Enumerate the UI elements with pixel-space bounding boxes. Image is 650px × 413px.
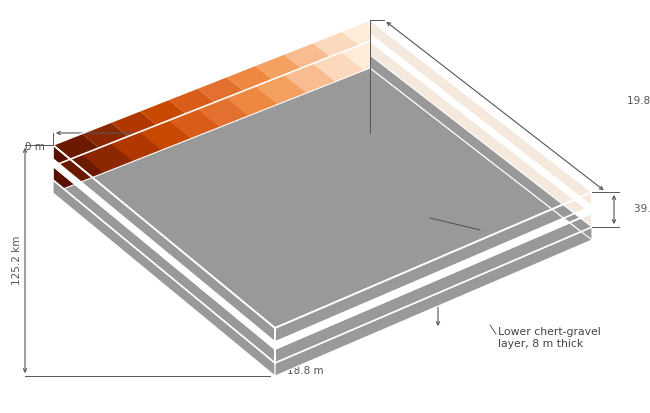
Polygon shape bbox=[53, 159, 275, 349]
Text: 18.8 m: 18.8 m bbox=[287, 366, 323, 376]
Polygon shape bbox=[394, 281, 434, 312]
Polygon shape bbox=[255, 75, 506, 262]
Polygon shape bbox=[315, 294, 354, 325]
Text: 39.5 m: 39.5 m bbox=[634, 204, 650, 214]
Text: 19.8 m: 19.8 m bbox=[627, 96, 650, 106]
Polygon shape bbox=[164, 237, 220, 296]
Polygon shape bbox=[53, 180, 275, 376]
Polygon shape bbox=[197, 77, 448, 266]
Polygon shape bbox=[111, 111, 361, 303]
Polygon shape bbox=[197, 98, 448, 287]
Polygon shape bbox=[354, 298, 394, 329]
Polygon shape bbox=[513, 230, 552, 261]
Polygon shape bbox=[341, 20, 592, 204]
Polygon shape bbox=[275, 227, 592, 376]
Text: 125.2 km: 125.2 km bbox=[12, 236, 22, 285]
Polygon shape bbox=[109, 191, 164, 251]
Polygon shape bbox=[226, 65, 476, 254]
Polygon shape bbox=[313, 52, 563, 238]
Polygon shape bbox=[370, 41, 592, 227]
Polygon shape bbox=[473, 226, 513, 257]
Text: South: South bbox=[377, 252, 413, 264]
Polygon shape bbox=[111, 132, 361, 324]
Polygon shape bbox=[473, 247, 513, 278]
Polygon shape bbox=[370, 55, 592, 240]
Text: Lower chert-gravel
layer, 8 m thick: Lower chert-gravel layer, 8 m thick bbox=[498, 327, 601, 349]
Polygon shape bbox=[313, 31, 563, 217]
Text: 0 m: 0 m bbox=[25, 142, 45, 152]
Polygon shape bbox=[354, 277, 394, 308]
Polygon shape bbox=[220, 303, 275, 363]
Text: North: North bbox=[168, 142, 202, 154]
Polygon shape bbox=[552, 213, 592, 244]
Text: West: West bbox=[139, 249, 171, 261]
Polygon shape bbox=[341, 41, 592, 225]
Polygon shape bbox=[394, 260, 434, 291]
Text: 131.7 km: 131.7 km bbox=[187, 121, 236, 131]
Polygon shape bbox=[226, 86, 476, 275]
Polygon shape bbox=[315, 315, 354, 346]
Polygon shape bbox=[140, 121, 390, 312]
Polygon shape bbox=[82, 143, 333, 337]
Polygon shape bbox=[552, 192, 592, 223]
Polygon shape bbox=[220, 282, 275, 342]
Text: 24.5 m: 24.5 m bbox=[456, 275, 493, 285]
Text: East: East bbox=[476, 199, 504, 211]
Polygon shape bbox=[53, 134, 304, 328]
Text: Upper chert-gravel
layer, 8 m thick: Upper chert-gravel layer, 8 m thick bbox=[339, 211, 441, 233]
Polygon shape bbox=[140, 100, 390, 291]
Polygon shape bbox=[370, 34, 592, 213]
Polygon shape bbox=[275, 332, 315, 363]
Polygon shape bbox=[255, 54, 506, 242]
Polygon shape bbox=[53, 68, 592, 376]
Polygon shape bbox=[53, 166, 109, 226]
Polygon shape bbox=[275, 206, 592, 349]
Polygon shape bbox=[53, 154, 304, 349]
Polygon shape bbox=[82, 122, 333, 316]
Polygon shape bbox=[168, 88, 419, 278]
Polygon shape bbox=[513, 209, 552, 240]
Polygon shape bbox=[109, 212, 164, 271]
Polygon shape bbox=[53, 145, 109, 205]
Polygon shape bbox=[434, 264, 473, 295]
Polygon shape bbox=[434, 243, 473, 274]
Polygon shape bbox=[370, 20, 592, 206]
Polygon shape bbox=[168, 109, 419, 299]
Polygon shape bbox=[283, 43, 534, 229]
Polygon shape bbox=[275, 311, 315, 342]
Polygon shape bbox=[164, 257, 220, 317]
Polygon shape bbox=[283, 64, 534, 250]
